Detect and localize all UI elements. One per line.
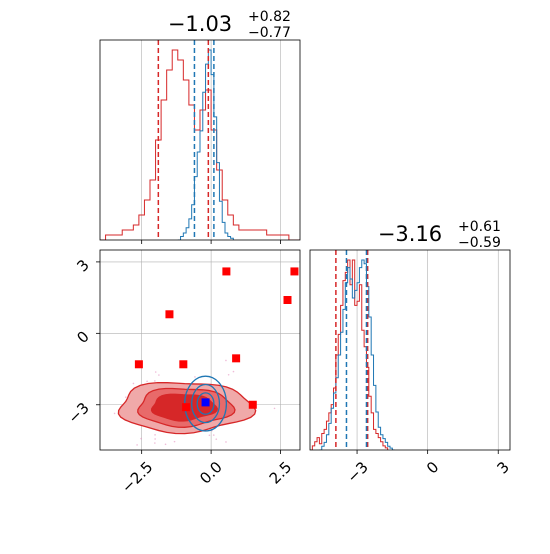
joint-sample-point xyxy=(125,396,127,399)
joint-sample-point xyxy=(227,373,230,376)
joint-red-marker xyxy=(232,354,241,363)
joint-blue-contour-inner xyxy=(196,392,215,415)
joint-sample-point xyxy=(225,441,227,443)
joint-red-marker xyxy=(290,267,299,276)
joint-sample-point xyxy=(65,387,67,389)
joint-sample-point xyxy=(172,452,174,454)
right-histogram-xtick-label: 3 xyxy=(494,458,513,477)
joint-red-marker xyxy=(222,267,231,276)
joint-xtick-label: 2.5 xyxy=(266,458,296,488)
top-histogram-plot-area xyxy=(100,40,300,240)
top-histogram-title-upper: +0.82 xyxy=(248,9,291,25)
joint-red-marker xyxy=(182,403,191,412)
joint-xtick-label: −2.5 xyxy=(118,458,156,496)
joint-ytick-label: −3 xyxy=(64,399,92,427)
joint-sample-point xyxy=(132,382,135,385)
joint-sample-point xyxy=(154,380,156,382)
joint-red-marker xyxy=(134,360,143,369)
joint-frame xyxy=(99,249,301,451)
joint-sample-point xyxy=(154,438,156,440)
joint-red-marker xyxy=(283,296,292,304)
joint-red-marker xyxy=(179,360,188,369)
joint-sample-point xyxy=(164,443,167,446)
right-histogram-title-upper: +0.61 xyxy=(458,219,501,235)
joint-sample-point xyxy=(158,374,160,376)
joint-sample-point xyxy=(215,438,218,440)
joint-sample-point xyxy=(173,440,176,443)
right-histogram-frame xyxy=(309,249,511,451)
joint-sample-point xyxy=(174,481,176,483)
joint-sample-point xyxy=(232,370,235,373)
joint-sample-point xyxy=(273,407,276,410)
joint-blue-contour-middle xyxy=(191,383,221,424)
joint-sample-point xyxy=(154,442,156,444)
joint-sample-point xyxy=(154,434,156,436)
top-histogram-title-lower: −0.77 xyxy=(248,25,291,41)
right-histogram-title: −3.16 xyxy=(378,222,442,246)
joint-ytick-label: 3 xyxy=(73,256,92,275)
joint-plot-area xyxy=(65,250,300,483)
right-histogram-plot-area xyxy=(310,250,499,450)
joint-sample-point xyxy=(113,412,116,415)
joint-blue-marker xyxy=(201,398,210,407)
joint-ytick-label: 0 xyxy=(73,327,92,346)
right-histogram-xtick-label: 0 xyxy=(423,458,442,477)
right-histogram-series-red-histogram xyxy=(310,259,389,450)
right-histogram-xtick-label: −3 xyxy=(343,458,371,486)
joint-sample-point xyxy=(194,376,196,378)
joint-sample-point xyxy=(154,371,157,373)
right-histogram-title-lower: −0.59 xyxy=(458,235,501,251)
joint-sample-point xyxy=(225,359,227,362)
joint-sample-point xyxy=(212,434,215,436)
joint-red-marker xyxy=(248,400,257,409)
joint-sample-point xyxy=(136,444,138,446)
joint-sample-point xyxy=(140,437,142,440)
joint-red-marker xyxy=(165,310,174,319)
top-histogram-frame xyxy=(99,39,301,241)
top-histogram-title: −1.03 xyxy=(168,12,232,36)
top-histogram-series-blue-histogram xyxy=(177,49,234,240)
joint-sample-point xyxy=(208,434,211,437)
joint-xtick-label: 0.0 xyxy=(196,458,226,488)
joint-sample-point xyxy=(146,380,148,383)
right-histogram-series-blue-histogram xyxy=(319,259,395,450)
